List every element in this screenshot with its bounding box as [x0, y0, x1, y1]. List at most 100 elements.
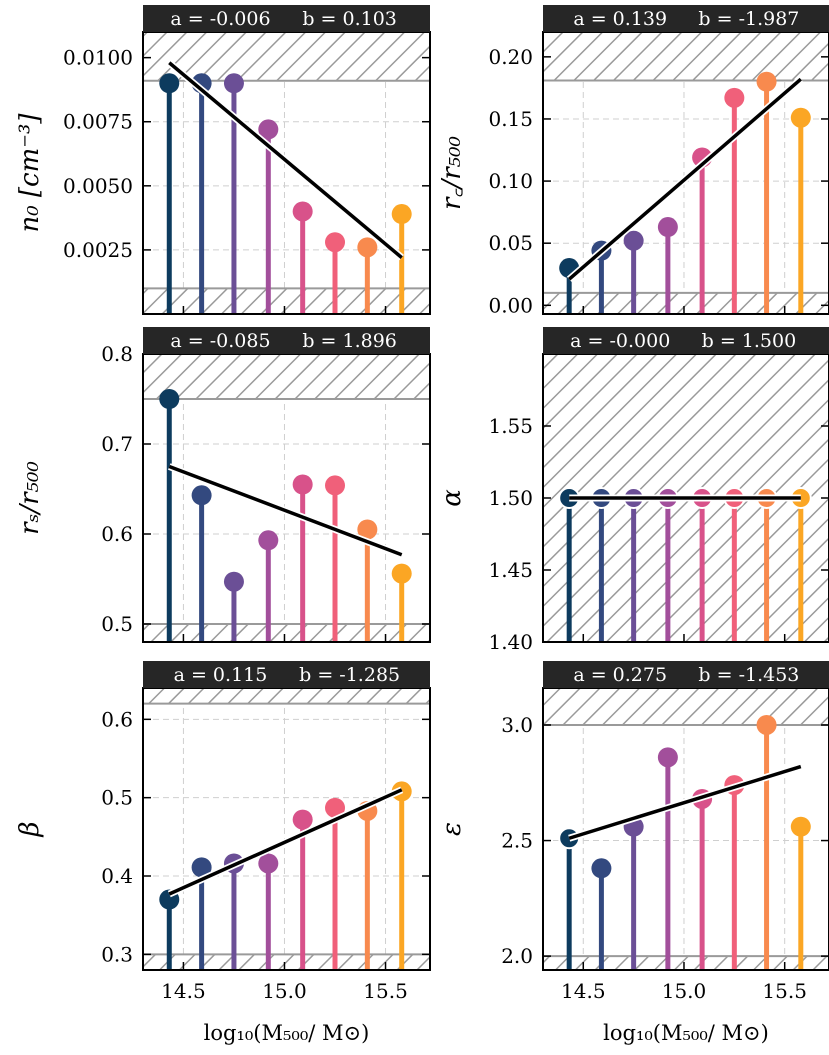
hatch-lower — [543, 956, 829, 970]
data-point — [292, 474, 313, 495]
prior-bounds — [543, 32, 829, 314]
axes-frame — [142, 687, 431, 971]
banner-b-value: b = 1.500 — [702, 330, 797, 352]
banner-a-value: a = 0.275 — [573, 664, 667, 686]
data-point — [325, 797, 346, 818]
data-point — [724, 87, 745, 108]
y-tick-label: 0.4 — [101, 864, 133, 888]
fit-banner: a = 0.139 b = -1.987 — [543, 5, 829, 32]
fit-banner: a = -0.000 b = 1.500 — [543, 327, 829, 354]
data-point — [623, 230, 644, 251]
data-point — [292, 809, 313, 830]
y-axis-label: β — [15, 821, 45, 837]
data-point — [159, 73, 180, 94]
panel-epsilon: 2.0 2.5 3.0 14.5 15.0 15.5 a = 0.275 b = -1.453… — [437, 661, 829, 1045]
y-axis-label: r꜀/r₅₀₀ — [437, 135, 467, 209]
ticks: 0.5 0.6 0.7 0.8 — [101, 342, 430, 642]
panel-rc: 0.00 0.05 0.10 0.15 0.20 a = 0.139 b = -1.987 r… — [437, 5, 829, 317]
banner-b-value: b = -1.285 — [299, 664, 400, 686]
fit-banner: a = 0.115 b = -1.285 — [143, 661, 430, 688]
panel-alpha: 1.40 1.45 1.50 1.55 a = -0.000 b = 1.500 α — [437, 327, 829, 654]
data-point — [159, 389, 180, 409]
data-point — [790, 816, 811, 837]
hatch-upper — [143, 32, 430, 81]
banner-b-value: b = -1.453 — [698, 664, 799, 686]
banner-background — [543, 327, 829, 354]
data-point — [258, 853, 279, 874]
data-point — [325, 232, 346, 253]
ticks: 0.00 0.05 0.10 0.15 0.20 — [488, 45, 829, 317]
y-tick-label: 0.7 — [101, 432, 133, 456]
y-axis-label: α — [437, 489, 467, 507]
panel-n0: 0.0025 0.0050 0.0075 0.0100 a = -0.006 b = 0.… — [15, 5, 431, 315]
fit-line — [168, 61, 403, 259]
y-axis-label: ε — [437, 822, 467, 836]
data-point — [391, 204, 412, 225]
banner-background — [143, 327, 430, 354]
y-tick-label: 1.45 — [488, 558, 533, 582]
y-tick-label: 0.3 — [101, 942, 133, 966]
fit-banner: a = -0.085 b = 1.896 — [143, 327, 430, 354]
y-tick-label: 0.5 — [101, 612, 133, 636]
y-tick-label: 2.0 — [501, 944, 533, 968]
banner-b-value: b = 0.103 — [302, 8, 397, 30]
banner-a-value: a = -0.006 — [170, 8, 270, 30]
series-points — [159, 73, 412, 314]
data-point — [756, 71, 777, 92]
banner-background — [543, 661, 829, 688]
hatch-upper — [143, 354, 430, 399]
axes-frame — [542, 687, 829, 971]
data-point — [391, 563, 412, 584]
x-tick-label: 14.5 — [161, 979, 206, 1003]
y-tick-label: 2.5 — [501, 829, 533, 853]
data-point — [357, 519, 378, 540]
data-point — [191, 485, 212, 506]
y-axis-label: n₀ [cm⁻³] — [15, 113, 45, 233]
data-point — [258, 119, 279, 140]
prior-bounds — [543, 688, 829, 970]
y-tick-label: 0.05 — [488, 231, 533, 255]
x-axis-label: log₁₀(M₅₀₀/ M⊙) — [603, 1021, 769, 1045]
banner-a-value: a = -0.085 — [170, 330, 270, 352]
data-point — [657, 217, 678, 238]
prior-bounds — [143, 32, 430, 314]
data-point — [756, 714, 777, 735]
hatch-lower — [143, 288, 430, 314]
y-tick-label: 0.8 — [101, 342, 133, 366]
data-point — [357, 237, 378, 258]
data-point — [223, 571, 244, 592]
series-points — [559, 71, 811, 314]
banner-a-value: a = -0.000 — [570, 330, 670, 352]
series-points — [558, 714, 811, 970]
fit-banner: a = 0.275 b = -1.453 — [543, 661, 829, 688]
panel-beta: 0.3 0.4 0.5 0.6 14.5 15.0 15.5 a = 0.115 b = -1.… — [15, 661, 431, 1045]
y-tick-label: 0.5 — [101, 786, 133, 810]
hatch-upper — [543, 32, 829, 81]
y-tick-label: 0.0075 — [63, 110, 133, 134]
y-tick-label: 0.0100 — [63, 46, 133, 70]
banner-a-value: a = 0.139 — [573, 8, 667, 30]
y-tick-label: 0.0025 — [63, 238, 133, 262]
fit-banner: a = -0.006 b = 0.103 — [143, 5, 430, 32]
x-tick-label: 15.5 — [363, 979, 408, 1003]
x-tick-label: 15.0 — [662, 979, 707, 1003]
y-tick-label: 3.0 — [501, 713, 533, 737]
banner-a-value: a = 0.115 — [174, 664, 268, 686]
ticks: 0.3 0.4 0.5 0.6 14.5 15.0 15.5 — [101, 707, 430, 1003]
x-tick-label: 14.5 — [561, 979, 606, 1003]
panels-group: 0.0025 0.0050 0.0075 0.0100 a = -0.006 b = 0.… — [15, 5, 829, 1045]
ticks: 0.0025 0.0050 0.0075 0.0100 — [63, 46, 430, 314]
fit-line — [568, 77, 802, 281]
data-point — [657, 747, 678, 768]
data-point — [292, 201, 313, 222]
data-point — [325, 475, 346, 496]
banner-b-value: b = -1.987 — [698, 8, 799, 30]
x-axis-label: log₁₀(M₅₀₀/ M⊙) — [204, 1021, 370, 1045]
y-tick-label: 0.0050 — [63, 174, 133, 198]
data-point — [223, 73, 244, 94]
grid — [543, 688, 829, 970]
hatch-upper — [543, 688, 829, 725]
banner-b-value: b = 1.896 — [302, 330, 397, 352]
data-point — [258, 530, 279, 551]
